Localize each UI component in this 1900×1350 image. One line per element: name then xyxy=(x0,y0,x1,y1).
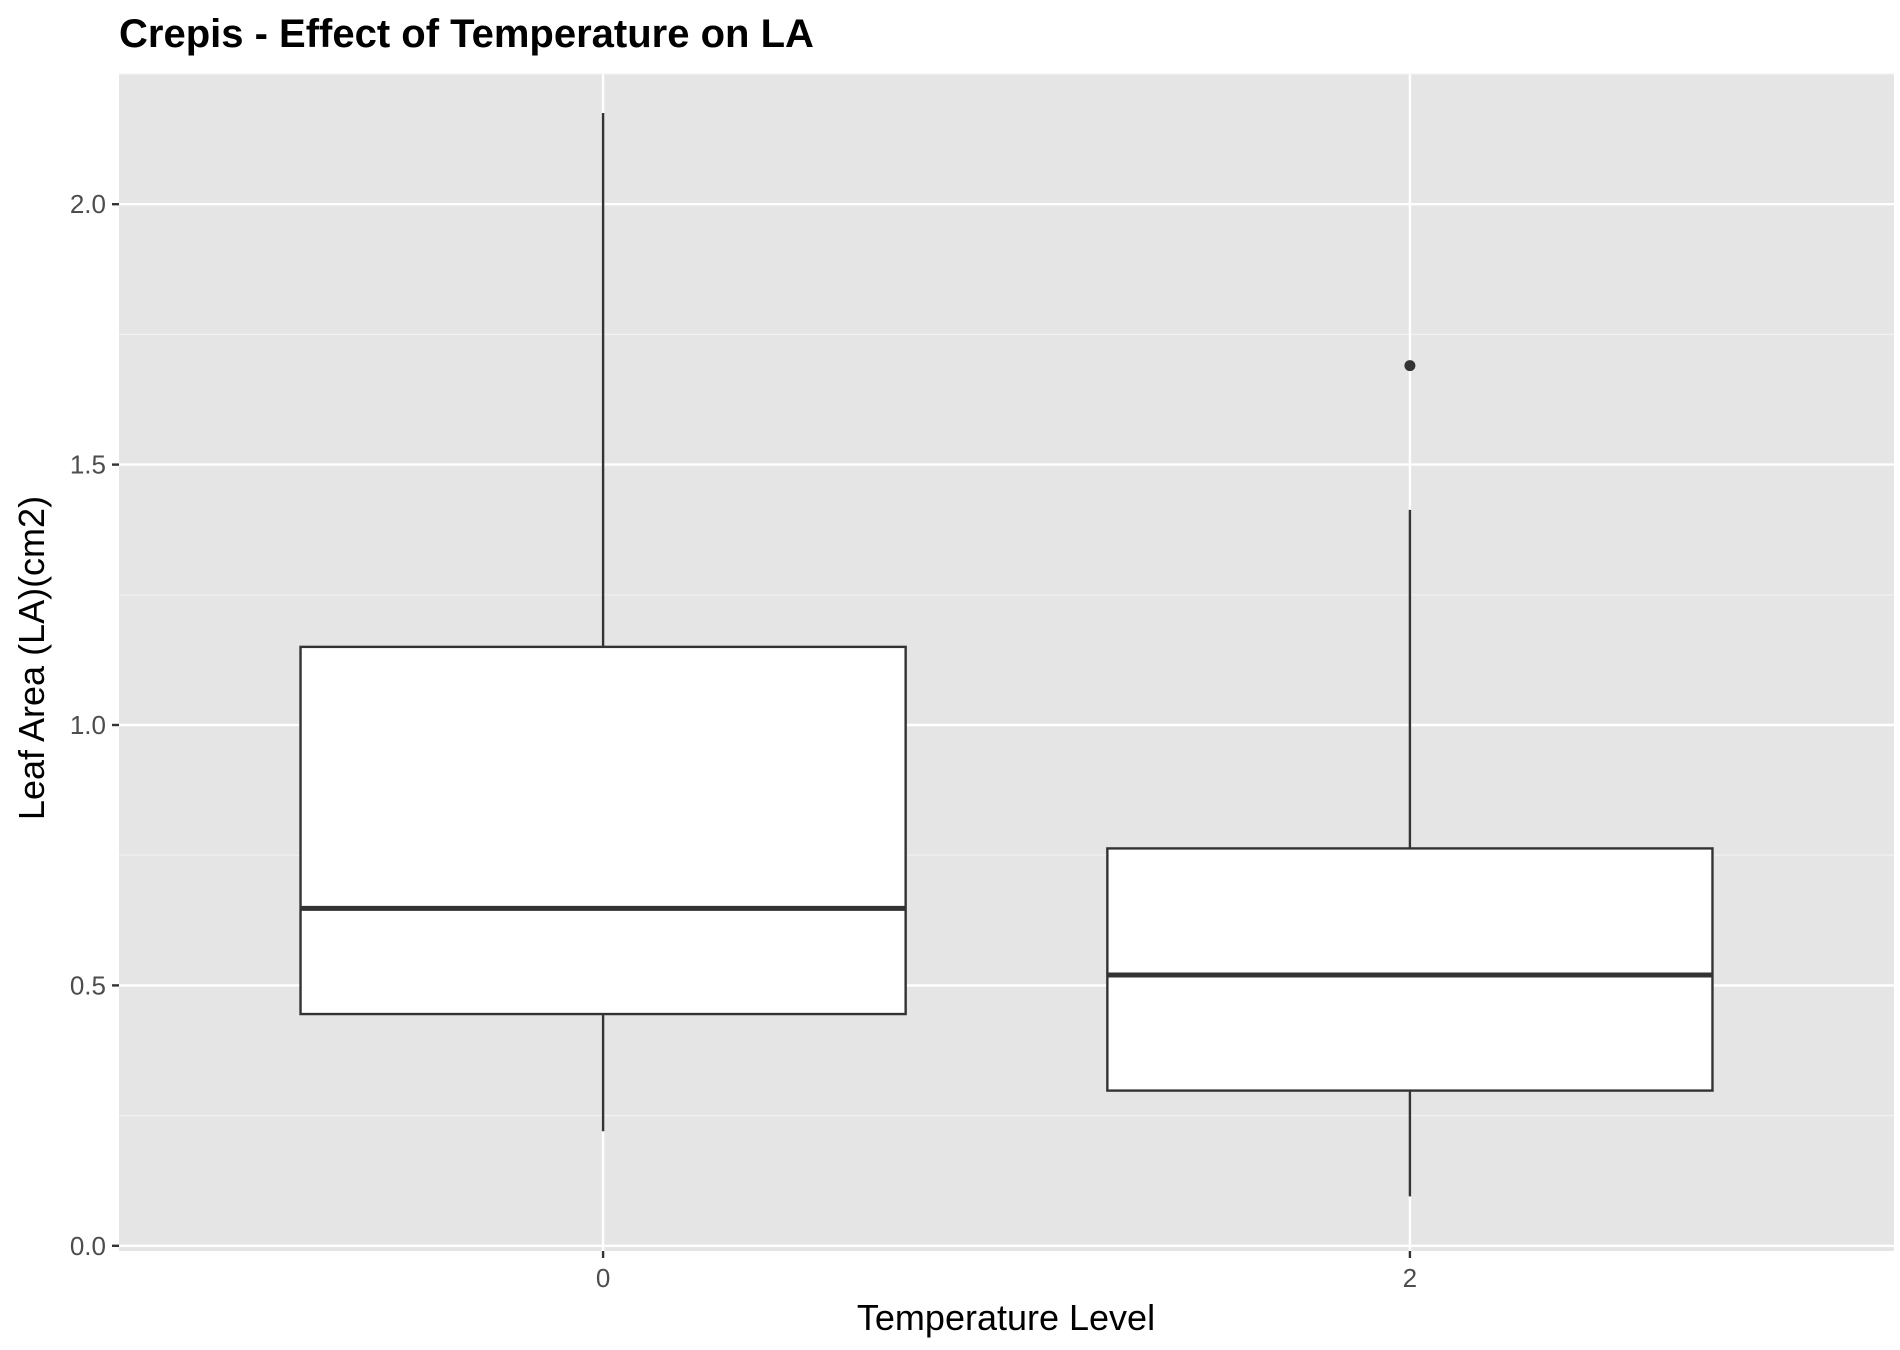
box-group-2 xyxy=(1106,360,1714,1197)
boxes xyxy=(299,113,1714,1197)
y-tick-label: 1.5 xyxy=(70,450,106,480)
box-group-0 xyxy=(299,113,907,1132)
x-tick-label: 2 xyxy=(1403,1263,1417,1293)
y-tick-label: 1.0 xyxy=(70,710,106,740)
iqr-box xyxy=(299,645,907,1016)
y-axis: 0.0 0.5 1.0 1.5 2.0 xyxy=(70,189,119,1261)
iqr-box xyxy=(1106,847,1714,1092)
y-axis-title: Leaf Area (LA)(cm2) xyxy=(11,496,52,820)
x-tick-label: 0 xyxy=(596,1263,610,1293)
y-tick-label: 0.0 xyxy=(70,1231,106,1261)
chart-title: Crepis - Effect of Temperature on LA xyxy=(119,12,814,56)
y-tick-label: 2.0 xyxy=(70,189,106,219)
x-axis-title: Temperature Level xyxy=(857,1297,1155,1338)
y-tick-label: 0.5 xyxy=(70,970,106,1000)
outlier-point xyxy=(1404,360,1416,372)
